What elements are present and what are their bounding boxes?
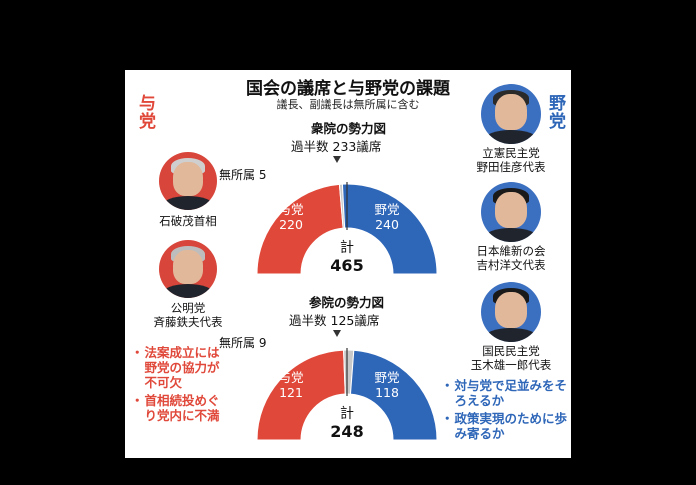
opp-leader-3-name: 国民民主党 玉木雄一郎代表 <box>456 344 566 372</box>
chart-2-majority-value: 125議席 <box>330 313 380 328</box>
chart-1-ruling-name: 与党 <box>278 202 304 217</box>
chart-1-semicircle <box>256 182 438 275</box>
ruling-leader-2-line-1: 公明党 <box>170 301 206 315</box>
chart-2-majority: 過半数 125議席 <box>289 310 379 329</box>
chart-2-ruling-segment <box>256 349 346 441</box>
chart-1-opposition-label: 野党 240 <box>367 202 407 232</box>
chart-2-majority-marker <box>333 330 341 337</box>
ishiba-portrait <box>159 152 217 210</box>
opp-leader-3-line-1: 国民民主党 <box>482 344 540 358</box>
ruling-leader-2-name: 公明党 斉藤鉄夫代表 <box>133 301 243 329</box>
chart-1-independent-name: 無所属 <box>219 168 256 182</box>
chart-1-total-label: 計 <box>340 240 354 256</box>
bullet-mark: ・ <box>131 393 144 408</box>
ruling-issue-1: ・ 法案成立には野党の協力が不可欠 <box>131 345 231 390</box>
ruling-issues: ・ 法案成立には野党の協力が不可欠 ・ 首相続投めぐり党内に不満 <box>131 345 231 426</box>
opp-leader-1-line-1: 立憲民主党 <box>482 146 540 160</box>
opp-issue-2: ・ 政策実現のために歩み寄るか <box>441 411 569 441</box>
chart-2-semicircle <box>256 348 438 441</box>
ruling-issue-1-text: 法案成立には野党の協力が不可欠 <box>144 345 220 390</box>
chart-1-ruling-label: 与党 220 <box>271 202 311 232</box>
chart-1-ruling-value: 220 <box>279 217 303 232</box>
chart-2-ruling-name: 与党 <box>278 370 304 385</box>
chart-1-total: 計 465 <box>317 240 377 276</box>
ruling-issue-2: ・ 首相続投めぐり党内に不満 <box>131 393 231 423</box>
yoshimura-portrait <box>481 182 541 242</box>
chart-1-majority-label: 過半数 <box>291 139 329 154</box>
bullet-mark: ・ <box>441 411 454 426</box>
infographic-panel: 国会の議席と与野党の課題 議長、副議長は無所属に含む 与党 野党 石破茂首相 公… <box>125 70 571 458</box>
page-title: 国会の議席と与野党の課題 <box>246 79 450 99</box>
opp-leader-3-line-2: 玉木雄一郎代表 <box>470 358 552 372</box>
opp-issue-2-text: 政策実現のために歩み寄るか <box>454 411 568 441</box>
opposition-issues: ・ 対与党で足並みをそろえるか ・ 政策実現のために歩み寄るか <box>441 378 569 444</box>
chart-2-title: 参院の勢力図 <box>309 295 385 310</box>
opp-leader-2-line-1: 日本維新の会 <box>476 244 546 258</box>
chart-2-opposition-label: 野党 118 <box>367 370 407 400</box>
ruling-leader-1-line: 石破茂首相 <box>159 214 217 228</box>
chart-2-total: 計 248 <box>317 406 377 442</box>
saito-portrait <box>159 240 217 298</box>
chart-1-independent-value: 5 <box>258 168 267 182</box>
noda-portrait <box>481 84 541 144</box>
chart-1-majority: 過半数 233議席 <box>291 136 381 155</box>
opp-leader-1-name: 立憲民主党 野田佳彦代表 <box>461 146 561 174</box>
chart-1-opposition-name: 野党 <box>374 202 400 217</box>
opposition-side-label: 野党 <box>545 94 565 130</box>
chart-2-ruling-label: 与党 121 <box>271 370 311 400</box>
chart-1-total-value: 465 <box>330 256 364 275</box>
opp-leader-2-name: 日本維新の会 吉村洋文代表 <box>461 244 561 272</box>
chart-1-opposition-segment <box>341 183 438 275</box>
tamaki-portrait <box>481 282 541 342</box>
chart-2-total-label: 計 <box>340 406 354 422</box>
bullet-mark: ・ <box>441 378 454 393</box>
ruling-leader-2-line-2: 斉藤鉄夫代表 <box>153 315 223 329</box>
bullet-mark: ・ <box>131 345 144 360</box>
chart-1-majority-value: 233議席 <box>332 139 382 154</box>
opp-issue-1: ・ 対与党で足並みをそろえるか <box>441 378 569 408</box>
opp-issue-1-text: 対与党で足並みをそろえるか <box>454 378 568 408</box>
opp-leader-2-line-2: 吉村洋文代表 <box>476 258 546 272</box>
page-subtitle: 議長、副議長は無所属に含む <box>276 98 420 111</box>
chart-2-total-value: 248 <box>330 422 364 441</box>
chart-1-opposition-value: 240 <box>375 217 399 232</box>
chart-1-independent-label: 無所属 5 <box>219 166 266 183</box>
chart-1-title: 衆院の勢力図 <box>311 121 387 136</box>
chart-2-majority-label: 過半数 <box>289 313 327 328</box>
ruling-leader-1-name: 石破茂首相 <box>143 214 233 228</box>
chart-2-independent-label: 無所属 9 <box>219 334 266 351</box>
chart-2-independent-value: 9 <box>258 336 267 350</box>
ruling-issue-2-text: 首相続投めぐり党内に不満 <box>144 393 220 423</box>
chart-2-independent-name: 無所属 <box>219 336 256 350</box>
ruling-side-label: 与党 <box>135 94 155 130</box>
chart-2-opposition-name: 野党 <box>374 370 400 385</box>
chart-2-ruling-value: 121 <box>279 385 303 400</box>
chart-2-opposition-value: 118 <box>375 385 399 400</box>
chart-1-majority-marker <box>333 156 341 163</box>
chart-2-opposition-segment <box>349 349 438 441</box>
opp-leader-1-line-2: 野田佳彦代表 <box>476 160 546 174</box>
